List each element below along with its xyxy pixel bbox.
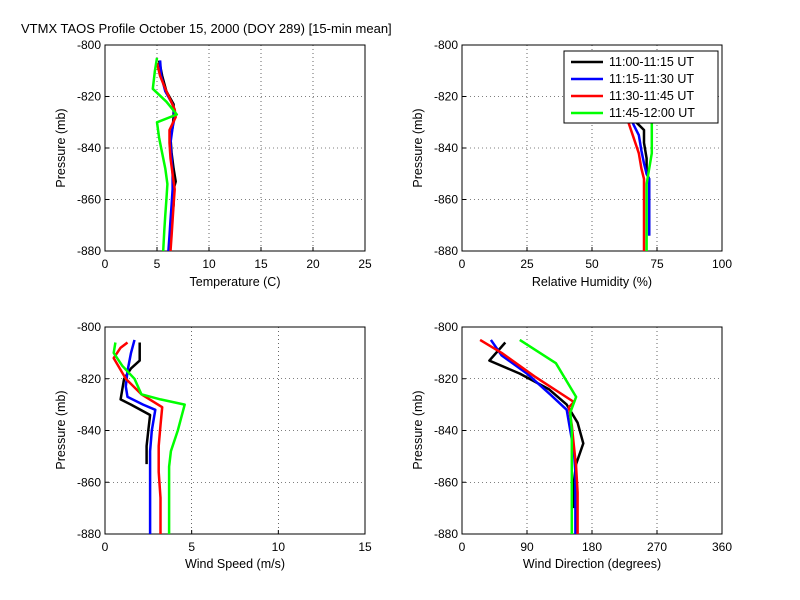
y-tick-label: -800	[434, 38, 458, 52]
y-tick-label: -840	[77, 424, 101, 438]
series-line	[119, 342, 152, 465]
xlabel-temperature: Temperature (C)	[190, 275, 281, 289]
legend: 11:00-11:15 UT 11:15-11:30 UT 11:30-11:4…	[563, 50, 719, 124]
panel-wind-speed: 0 5 10 15 -800 -820 -840 -860 -880 Wind Speed (m…	[54, 320, 372, 571]
y-tick-label: -820	[77, 372, 101, 386]
x-tick-label: 15	[254, 257, 268, 271]
y-tick-label: -820	[434, 90, 458, 104]
x-tick-label: 0	[102, 540, 109, 554]
series-line	[519, 338, 578, 534]
panel-wind-direction: 0 90 180 270 360 -800 -820 -840 -860 -880 Wind Di…	[411, 320, 732, 571]
legend-label: 11:30-11:45 UT	[609, 89, 694, 103]
y-tick-label: -820	[434, 372, 458, 386]
series-line	[489, 339, 577, 534]
xlabel-wind-speed: Wind Speed (m/s)	[185, 557, 285, 571]
series-line	[124, 339, 157, 534]
x-tick-label: 15	[358, 540, 372, 554]
x-tick-label: 5	[188, 540, 195, 554]
y-tick-label: -840	[434, 141, 458, 155]
y-tick-label: -880	[434, 244, 458, 258]
x-tick-label: 25	[358, 257, 372, 271]
x-tick-label: 5	[154, 257, 161, 271]
x-tick-label: 270	[647, 540, 667, 554]
x-tick-label: 50	[585, 257, 599, 271]
panel-temperature: 0 5 10 15 20 25 -800 -820 -840 -860 -880 Temperatu…	[54, 38, 372, 289]
x-tick-label: 90	[520, 540, 534, 554]
series-line	[112, 342, 186, 534]
x-tick-label: 360	[712, 540, 732, 554]
y-tick-label: -820	[77, 90, 101, 104]
series-line	[624, 111, 646, 251]
x-tick-label: 20	[306, 257, 320, 271]
series-line	[151, 57, 179, 252]
x-tick-label: 180	[582, 540, 602, 554]
figure-title: VTMX TAOS Profile October 15, 2000 (DOY …	[21, 21, 392, 36]
y-tick-label: -860	[77, 193, 101, 207]
y-tick-label: -860	[434, 193, 458, 207]
x-tick-label: 0	[102, 257, 109, 271]
ylabel-temperature: Pressure (mb)	[54, 108, 68, 187]
y-tick-label: -880	[77, 527, 101, 541]
y-tick-label: -800	[77, 320, 101, 334]
legend-label: 11:45-12:00 UT	[609, 106, 695, 120]
x-tick-label: 10	[272, 540, 286, 554]
x-tick-label: 10	[202, 257, 216, 271]
ylabel-wind-speed: Pressure (mb)	[54, 390, 68, 469]
x-tick-label: 75	[650, 257, 664, 271]
legend-label: 11:15-11:30 UT	[609, 72, 694, 86]
x-tick-label: 0	[459, 257, 466, 271]
legend-label: 11:00-11:15 UT	[609, 55, 694, 69]
y-tick-label: -860	[434, 475, 458, 489]
xlabel-relative-humidity: Relative Humidity (%)	[532, 275, 652, 289]
y-tick-label: -800	[434, 320, 458, 334]
y-tick-label: -840	[434, 424, 458, 438]
x-tick-label: 100	[712, 257, 732, 271]
y-tick-label: -860	[77, 475, 101, 489]
y-tick-label: -880	[77, 244, 101, 258]
x-tick-label: 0	[459, 540, 466, 554]
series-line	[155, 62, 177, 252]
series-line	[627, 111, 651, 236]
x-tick-label: 25	[520, 257, 534, 271]
y-tick-label: -800	[77, 38, 101, 52]
ylabel-relative-humidity: Pressure (mb)	[411, 108, 425, 187]
ylabel-wind-direction: Pressure (mb)	[411, 390, 425, 469]
y-tick-label: -880	[434, 527, 458, 541]
y-tick-label: -840	[77, 141, 101, 155]
xlabel-wind-direction: Wind Direction (degrees)	[523, 557, 661, 571]
